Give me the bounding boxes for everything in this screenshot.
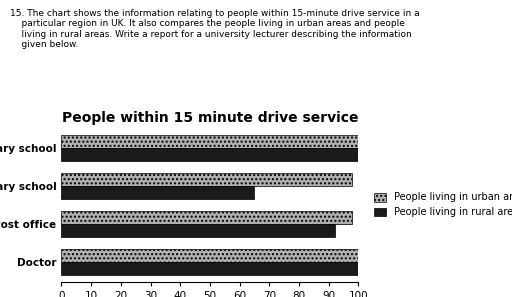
Bar [61,224,335,237]
Bar [61,186,254,199]
Bar [61,211,352,224]
Bar [61,148,358,161]
Bar [61,173,352,186]
Bar [61,249,358,262]
Legend: People living in urban areas, People living in rural areas: People living in urban areas, People liv… [369,188,512,222]
Text: 15. The chart shows the information relating to people within 15-minute drive se: 15. The chart shows the information rela… [10,9,420,49]
Bar [61,262,358,275]
Title: People within 15 minute drive service: People within 15 minute drive service [61,111,358,125]
Bar [61,135,358,148]
